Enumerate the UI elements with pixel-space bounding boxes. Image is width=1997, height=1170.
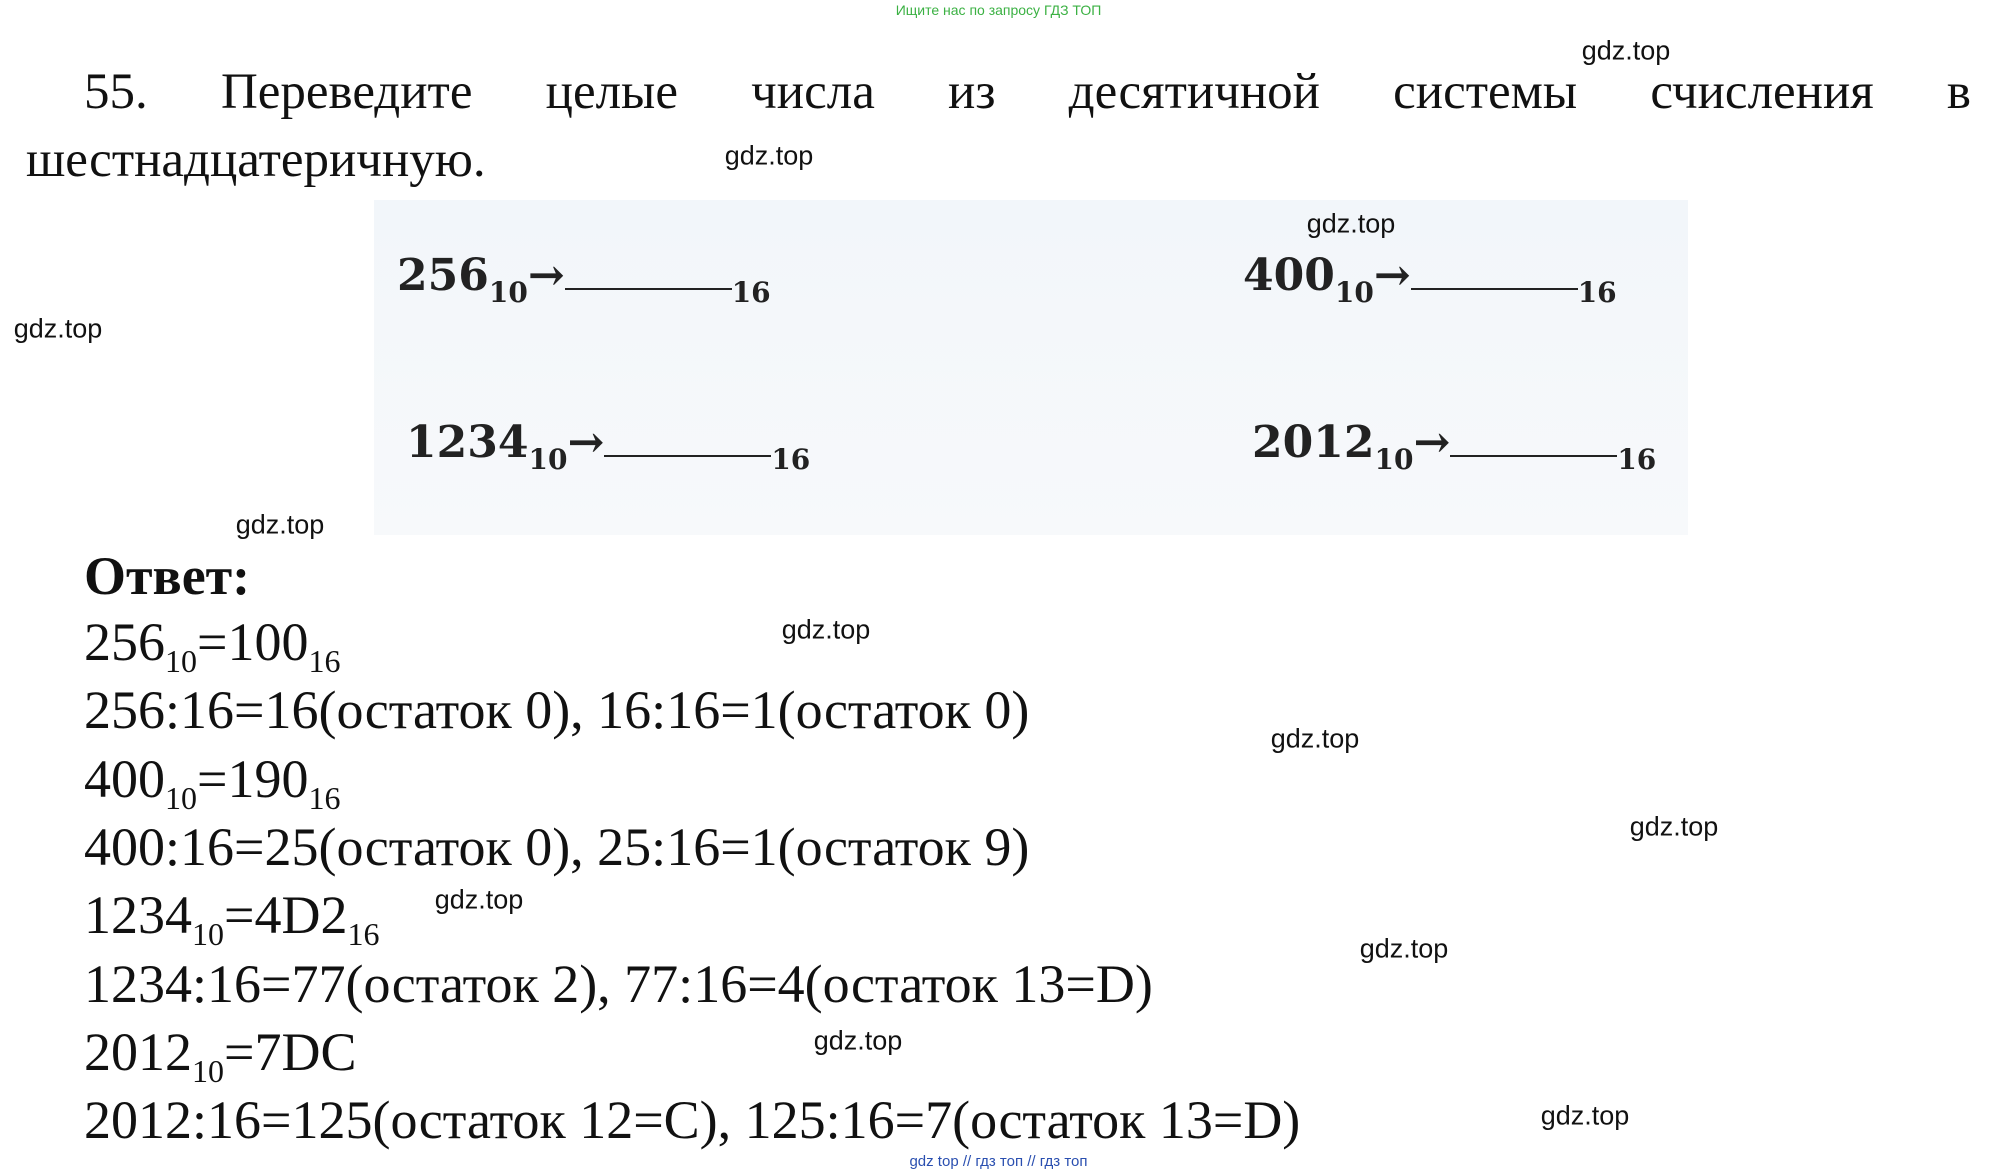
text: 2012 bbox=[84, 1021, 192, 1082]
watermark: gdz.top bbox=[1270, 723, 1360, 754]
answer-line: 2012:16=125(остаток 12=C), 125:16=7(оста… bbox=[84, 1090, 1300, 1150]
answer-line: 40010=19016 bbox=[84, 749, 340, 816]
base-to: 16 bbox=[1617, 443, 1657, 476]
base-to: 16 bbox=[731, 276, 771, 309]
blank bbox=[1450, 425, 1618, 457]
problem: 55. Переведите целые числа из десятичной… bbox=[26, 58, 1971, 194]
watermark: gdz.top bbox=[1629, 811, 1719, 842]
arrow: → bbox=[567, 417, 605, 468]
number: 400 bbox=[1243, 250, 1335, 301]
watermark: gdz.top bbox=[813, 1025, 903, 1056]
task-image bbox=[374, 200, 1688, 535]
task-item: 25610→ 16 bbox=[397, 250, 771, 309]
problem-line: 55. Переведите целые числа из десятичной… bbox=[84, 64, 1971, 120]
arrow: → bbox=[527, 250, 565, 301]
number: 2012 bbox=[1252, 417, 1375, 468]
text: 256 bbox=[84, 612, 165, 672]
answer-line: 256:16=16(остаток 0), 16:16=1(остаток 0) bbox=[84, 680, 1029, 740]
text: 2012:16=125(остаток 12=C), 125:16=7(оста… bbox=[84, 1090, 1301, 1151]
base-from: 10 bbox=[528, 443, 568, 476]
watermark: gdz.top bbox=[1359, 933, 1449, 964]
answer-line: 1234:16=77(остаток 2), 77:16=4(остаток 1… bbox=[84, 954, 1153, 1014]
watermark: gdz.top bbox=[1540, 1100, 1630, 1131]
subscript: 16 bbox=[308, 779, 341, 816]
blank bbox=[564, 258, 732, 290]
watermark: gdz.top bbox=[781, 614, 871, 645]
text: =190 bbox=[197, 748, 309, 809]
subscript: 10 bbox=[165, 643, 197, 679]
base-from: 10 bbox=[488, 276, 528, 309]
blank bbox=[1410, 258, 1578, 290]
subscript: 16 bbox=[347, 916, 380, 953]
text: =100 bbox=[197, 612, 309, 672]
answer-line: 400:16=25(остаток 0), 25:16=1(остаток 9) bbox=[84, 817, 1029, 877]
number: 256 bbox=[397, 250, 489, 301]
subscript: 10 bbox=[165, 779, 197, 816]
arrow: → bbox=[1373, 250, 1411, 301]
text: 256:16=16(остаток 0), 16:16=1(остаток 0) bbox=[84, 680, 1030, 741]
watermark: gdz.top bbox=[1306, 208, 1396, 239]
base-to: 16 bbox=[771, 443, 811, 476]
watermark: gdz.top bbox=[434, 884, 524, 915]
text: =4D2 bbox=[224, 885, 348, 946]
subscript: 10 bbox=[192, 1052, 224, 1089]
answer-title: Ответ: bbox=[84, 546, 251, 606]
subscript: 10 bbox=[192, 916, 224, 953]
watermark: gdz.top bbox=[235, 509, 325, 540]
text: =7DC bbox=[224, 1021, 357, 1082]
answer-line: 201210=7DC bbox=[84, 1022, 356, 1089]
answer-line: 25610=10016 bbox=[84, 612, 340, 679]
text: 1234 bbox=[84, 885, 192, 946]
blank bbox=[604, 425, 772, 457]
task-item: 201210→ 16 bbox=[1252, 417, 1656, 476]
answer-line: 123410=4D216 bbox=[84, 885, 379, 952]
base-from: 10 bbox=[1374, 443, 1414, 476]
text: 400:16=25(остаток 0), 25:16=1(остаток 9) bbox=[84, 816, 1030, 877]
watermark: gdz.top bbox=[13, 313, 103, 344]
subscript: 16 bbox=[308, 643, 341, 679]
number: 1234 bbox=[406, 417, 529, 468]
footer: gdz top // гдз топ // гдз топ bbox=[909, 1153, 1088, 1170]
base-from: 10 bbox=[1334, 276, 1374, 309]
arrow: → bbox=[1413, 417, 1451, 468]
task-item: 40010→ 16 bbox=[1243, 250, 1617, 309]
text: 400 bbox=[84, 748, 165, 809]
banner: Ищите нас по запросу ГДЗ ТОП bbox=[895, 2, 1102, 18]
watermark: gdz.top bbox=[1581, 35, 1671, 66]
text: 1234:16=77(остаток 2), 77:16=4(остаток 1… bbox=[84, 953, 1153, 1014]
base-to: 16 bbox=[1577, 276, 1617, 309]
watermark: gdz.top bbox=[724, 140, 814, 171]
task-item: 123410→ 16 bbox=[406, 417, 810, 476]
problem-line: шестнадцатеричную. bbox=[26, 132, 486, 188]
